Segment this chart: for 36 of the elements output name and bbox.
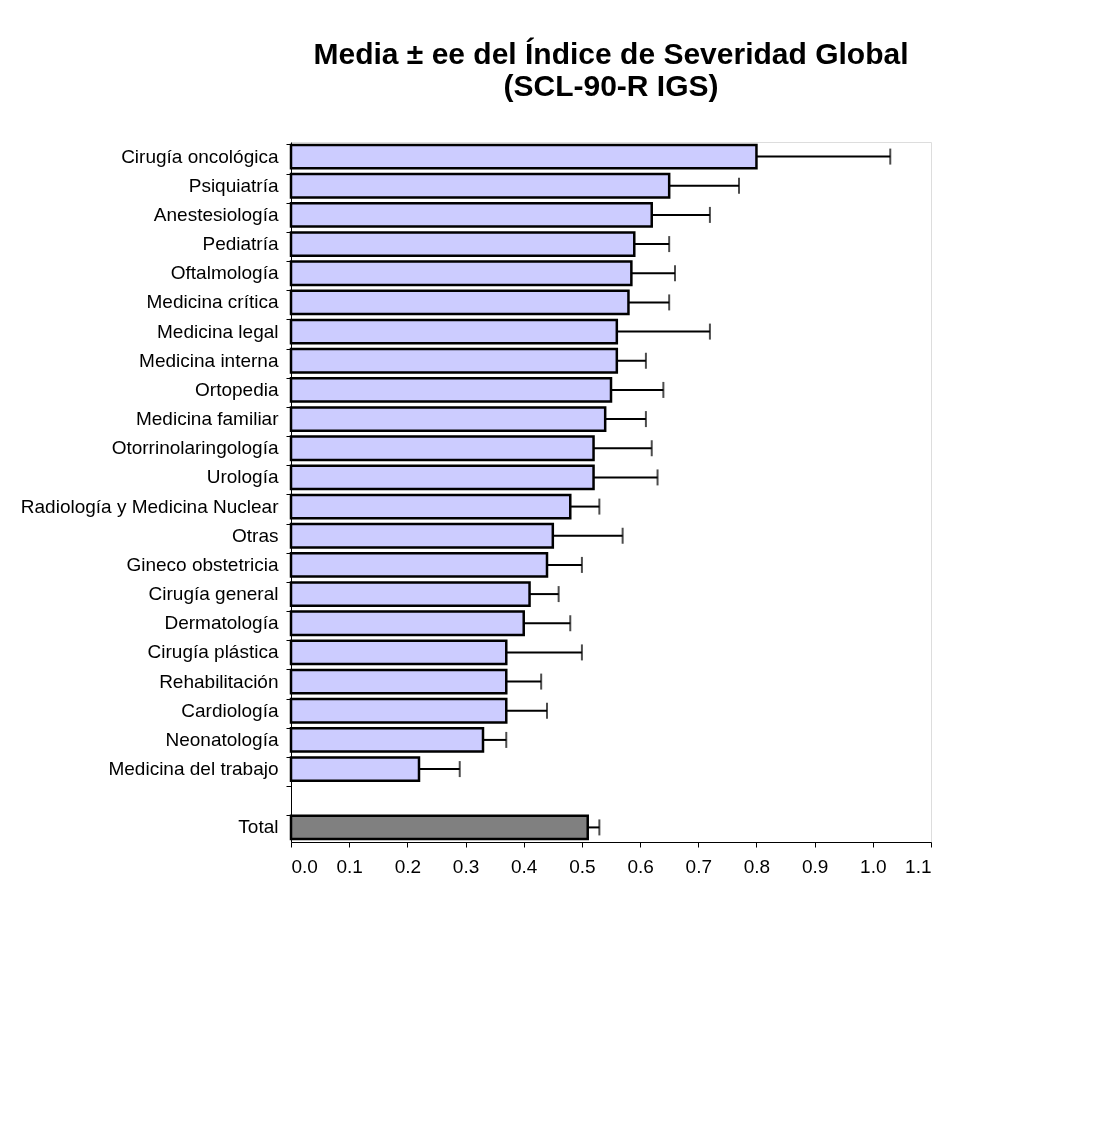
x-tick-label: 0.5 <box>569 855 596 877</box>
x-tick-label: 0.9 <box>801 855 829 877</box>
y-tick-label: Gineco obstetricia <box>126 553 279 575</box>
y-tick-label: Otorrinolaringología <box>111 437 279 459</box>
y-tick-label: Ortopedia <box>195 378 279 400</box>
y-tick-label: Pediatría <box>202 233 279 255</box>
x-tick-label: 0.3 <box>452 855 480 877</box>
x-tick-label: 1.1 <box>905 855 932 877</box>
y-tick-label: Cirugía oncológica <box>121 145 279 167</box>
y-tick-label: Otras <box>232 524 279 546</box>
y-tick-label: Anestesiología <box>153 203 279 225</box>
y-tick-label: Dermatología <box>164 612 279 634</box>
y-tick-label: Cardiología <box>181 699 279 721</box>
chart-title: Media ± ee del Índice de Severidad Global (SCL-90-R IGS) <box>313 37 909 102</box>
y-tick-label: Oftalmología <box>170 262 279 284</box>
y-tick-label: Rehabilitación <box>159 670 279 692</box>
x-tick-label: 0.2 <box>394 855 422 877</box>
x-tick-label: 0.8 <box>743 855 771 877</box>
y-tick-label: Medicina legal <box>157 320 279 342</box>
x-tick-label: 0.1 <box>336 855 363 877</box>
y-tick-label: Neonatología <box>165 728 279 750</box>
y-tick-label: Cirugía general <box>148 583 279 605</box>
y-tick-label: Psiquiatría <box>188 174 279 196</box>
y-tick-label: Medicina familiar <box>135 408 280 430</box>
y-tick-label: Urología <box>206 466 279 488</box>
y-tick-label: Medicina del trabajo <box>108 758 279 780</box>
y-tick-label: Radiología y Medicina Nuclear <box>20 495 280 517</box>
y-tick-label: Cirugía plástica <box>147 641 279 663</box>
x-tick-label: 1.0 <box>860 855 887 877</box>
x-tick-label: 0.0 <box>291 855 318 877</box>
x-tick-label: 0.7 <box>685 855 712 877</box>
x-tick-label: 0.4 <box>511 855 538 877</box>
x-tick-label: 0.6 <box>627 855 654 877</box>
y-tick-label: Total <box>238 816 279 838</box>
y-tick-label: Medicina crítica <box>146 291 279 313</box>
y-tick-label: Medicina interna <box>139 349 279 371</box>
